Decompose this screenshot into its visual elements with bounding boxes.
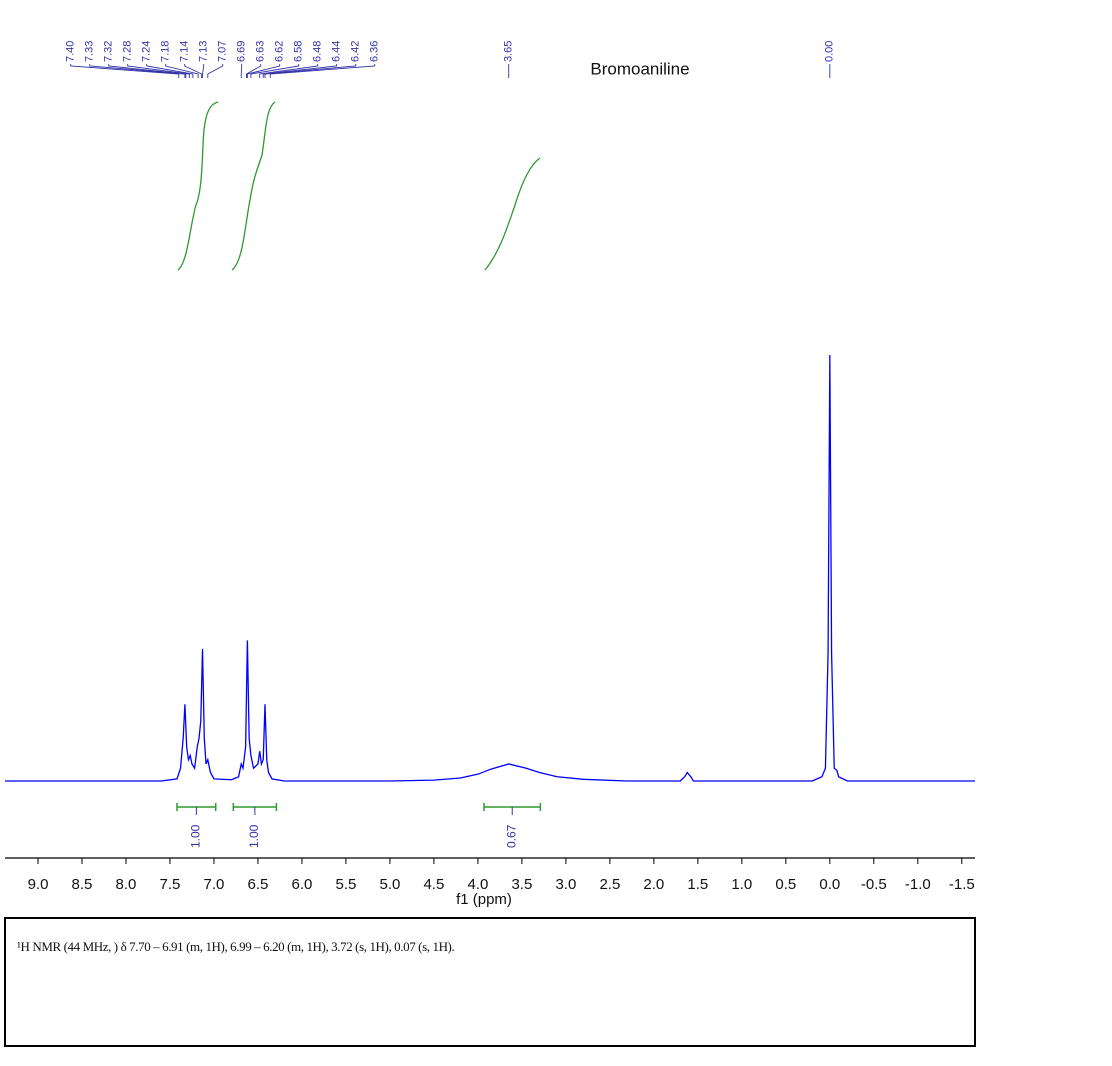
peak-label: 6.42 <box>350 41 362 62</box>
x-tick-label: -1.5 <box>949 876 975 893</box>
peak-label: 7.24 <box>141 41 153 62</box>
x-tick-label: 3.0 <box>555 876 576 893</box>
x-tick-label: 2.0 <box>643 876 664 893</box>
peak-connector <box>184 64 203 78</box>
x-tick-label: 0.5 <box>775 876 796 893</box>
x-tick-label: -1.0 <box>905 876 931 893</box>
x-tick-label: 7.0 <box>204 876 225 893</box>
peak-connector <box>264 64 357 78</box>
peak-connector <box>108 64 187 78</box>
peak-label: 6.62 <box>274 41 286 62</box>
x-tick-label: 7.5 <box>160 876 181 893</box>
integral-curve <box>231 101 276 271</box>
integral-label: 0.67 <box>504 824 518 848</box>
integral-label: 1.00 <box>189 824 203 848</box>
x-tick-label: 1.5 <box>687 876 708 893</box>
peak-label: 7.18 <box>160 41 172 62</box>
peak-label: 7.40 <box>65 41 77 62</box>
peak-label: 7.28 <box>122 41 134 62</box>
peak-label: 7.32 <box>103 41 115 62</box>
peak-label: 6.36 <box>369 41 381 62</box>
x-tick-label: 5.0 <box>379 876 400 893</box>
x-tick-label: 6.5 <box>248 876 269 893</box>
peak-connector <box>246 64 262 78</box>
peak-label: 0.00 <box>824 41 836 62</box>
x-tick-label: 2.5 <box>599 876 620 893</box>
peak-label: 7.13 <box>198 41 210 62</box>
report-box <box>4 917 976 1047</box>
peak-label: 6.69 <box>236 41 248 62</box>
x-tick-label: 9.0 <box>28 876 49 893</box>
peak-connector <box>207 64 224 78</box>
peak-connector <box>89 64 186 78</box>
x-tick-label: 3.5 <box>511 876 532 893</box>
peak-connector <box>246 64 281 78</box>
x-tick-label: 1.0 <box>731 876 752 893</box>
chart-title: Bromoaniline <box>590 59 689 78</box>
report-text: ¹H NMR (44 MHz, ) δ 7.70 – 6.91 (m, 1H),… <box>17 939 454 954</box>
x-tick-label: 4.0 <box>467 876 488 893</box>
peak-connector <box>127 64 190 78</box>
peak-label: 7.33 <box>84 41 96 62</box>
x-tick-label: 6.0 <box>292 876 313 893</box>
peak-label: 7.14 <box>179 41 191 62</box>
peak-label: 6.44 <box>331 41 343 62</box>
peak-label: 6.48 <box>312 41 324 62</box>
peak-connector <box>269 64 376 78</box>
peak-connector <box>250 64 300 78</box>
x-tick-label: -0.5 <box>861 876 887 893</box>
peak-connector <box>146 64 194 78</box>
peak-label: 7.07 <box>217 41 229 62</box>
x-tick-label: 8.0 <box>116 876 137 893</box>
x-tick-label: 8.5 <box>72 876 93 893</box>
peak-connector <box>165 64 199 78</box>
x-tick-label: 0.0 <box>819 876 840 893</box>
peak-connector <box>259 64 319 78</box>
integral-label: 1.00 <box>247 824 261 848</box>
peak-connector <box>262 64 338 78</box>
peak-connector <box>70 64 180 78</box>
peak-label: 6.58 <box>293 41 305 62</box>
integral-curve <box>484 157 541 271</box>
x-tick-label: 5.5 <box>336 876 357 893</box>
x-tick-label: 4.5 <box>423 876 444 893</box>
peak-label: 6.63 <box>255 41 267 62</box>
x-axis-label: f1 (ppm) <box>456 891 512 908</box>
spectrum-line <box>5 354 975 782</box>
integral-curves <box>177 101 541 271</box>
peak-connector <box>202 64 205 78</box>
integral-curve <box>177 101 219 271</box>
peak-label: 3.65 <box>503 41 515 62</box>
